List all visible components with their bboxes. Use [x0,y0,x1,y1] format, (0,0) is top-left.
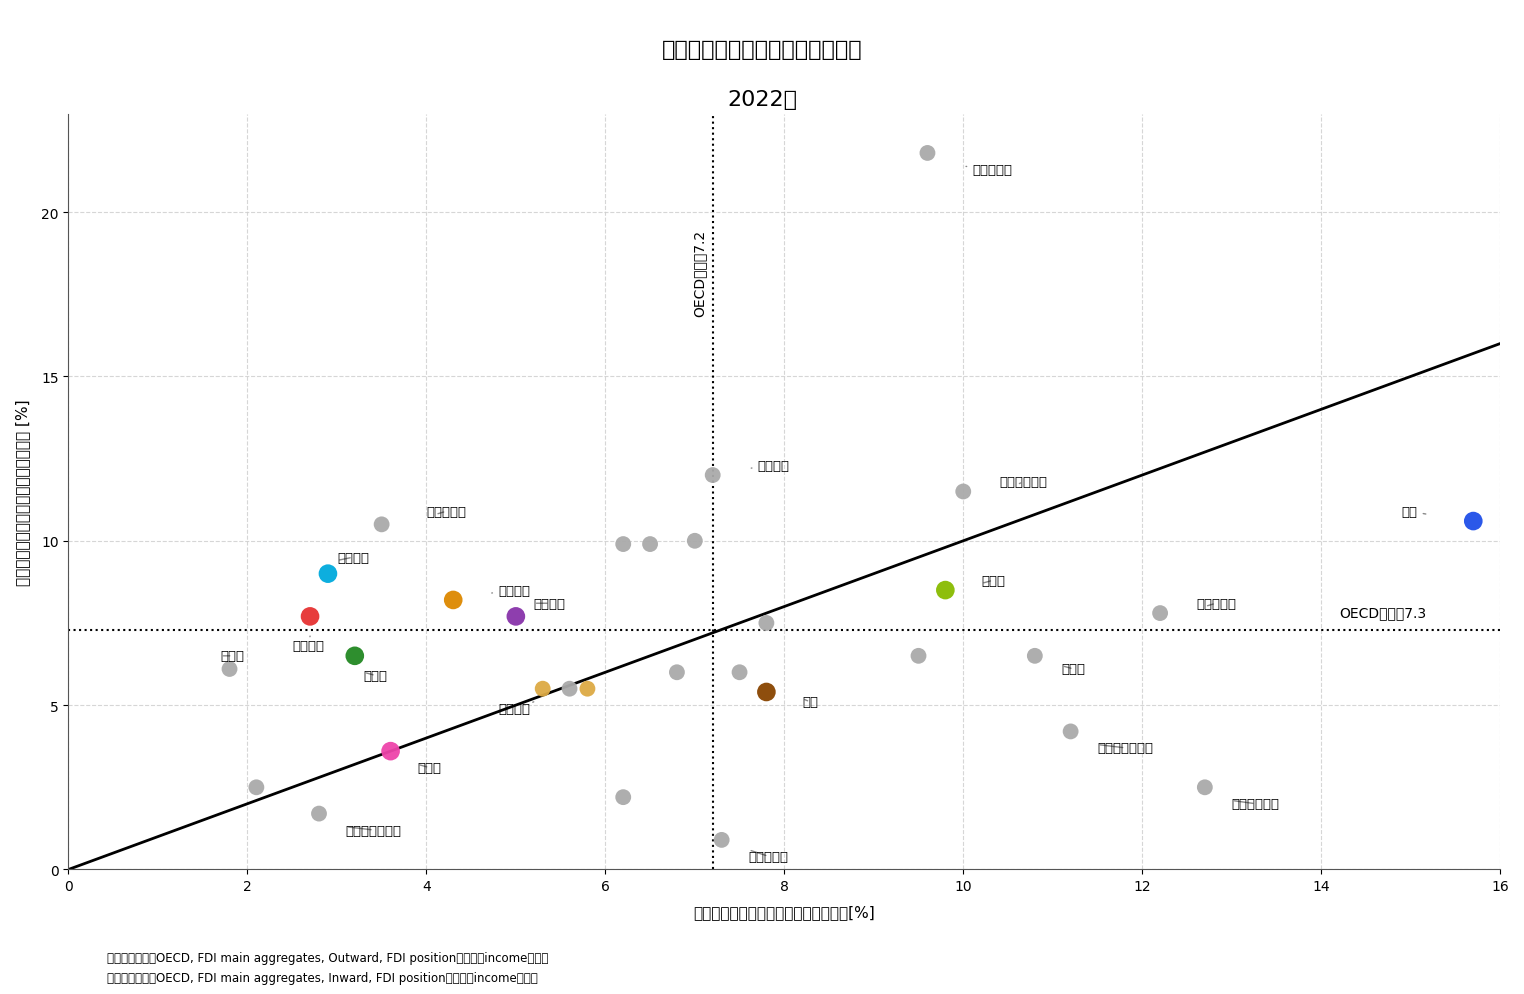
Point [951,484,975,500]
Text: 韓国: 韓国 [802,696,818,709]
Text: トルコ: トルコ [221,650,244,663]
Text: コスタリカ: コスタリカ [748,850,788,863]
Text: オーストラリア: オーストラリア [1097,742,1154,754]
Point [558,681,582,697]
Text: オランダ: オランダ [498,702,533,716]
Point [710,832,735,848]
Text: フランス: フランス [533,597,565,610]
Point [440,592,465,608]
Text: カナダ: カナダ [418,761,442,774]
Text: ドイツ: ドイツ [364,669,387,682]
Text: ポーランド: ポーランド [966,164,1012,177]
Point [683,534,707,550]
Point [754,684,779,700]
Text: 対内直接投資：OECD, FDI main aggregates, Inward, FDI positionに対するincomeの比率: 対内直接投資：OECD, FDI main aggregates, Inward… [107,971,538,984]
Text: ルクセンブルク: ルクセンブルク [346,824,402,837]
Text: 直接投資残高に対する所得の比率: 直接投資残高に対する所得の比率 [661,40,863,60]
Text: OECD平均：7.3: OECD平均：7.3 [1340,606,1426,620]
Point [378,744,402,759]
Point [315,567,340,582]
Point [664,665,689,681]
Text: 対外直接投資：OECD, FDI main aggregates, Outward, FDI positionに対するincomeの比率: 対外直接投資：OECD, FDI main aggregates, Outwar… [107,951,549,964]
Point [306,806,331,822]
Text: イギリス: イギリス [337,551,369,565]
Y-axis label: 対外直接投資残高に対する所得の比率 [%]: 対外直接投資残高に対する所得の比率 [%] [15,399,30,585]
Point [218,661,242,677]
Text: 2022年: 2022年 [727,89,797,109]
Point [343,648,367,664]
Point [369,517,393,533]
Point [701,467,725,483]
Point [754,615,779,631]
Point [530,681,555,697]
Text: スイス: スイス [981,575,1006,587]
Point [611,537,636,553]
Point [933,582,957,598]
X-axis label: 対内直接投資残高に対する所得の比率[%]: 対内直接投資残高に対する所得の比率[%] [693,905,875,919]
Point [503,608,527,624]
Text: OECD平均：7.2: OECD平均：7.2 [692,230,706,316]
Point [639,537,663,553]
Point [297,608,322,624]
Text: フィンランド: フィンランド [1000,476,1047,489]
Text: イスラエル: イスラエル [427,505,466,518]
Point [907,648,931,664]
Point [575,681,599,697]
Point [1462,514,1486,530]
Text: イタリア: イタリア [492,584,530,597]
Text: チェコ: チェコ [1062,663,1085,676]
Text: ギリシャ: ギリシャ [751,459,789,472]
Text: 日本: 日本 [1402,505,1426,518]
Point [244,779,268,795]
Point [1193,779,1218,795]
Point [1148,605,1172,621]
Text: アイルランド: アイルランド [1231,797,1280,810]
Point [916,146,940,162]
Text: ノルウェー: ノルウェー [1196,597,1236,610]
Point [611,789,636,805]
Point [727,665,751,681]
Point [1059,724,1084,740]
Point [1023,648,1047,664]
Text: アメリカ: アメリカ [293,636,325,653]
